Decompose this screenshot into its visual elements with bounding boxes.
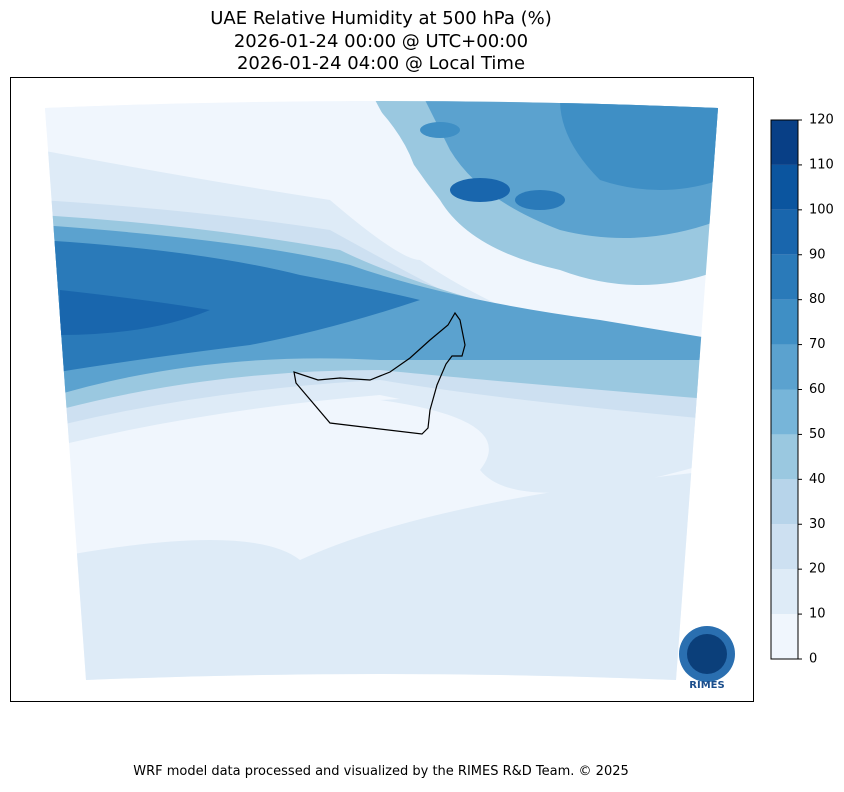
colorbar-tick-label: 60 [809, 382, 826, 397]
colorbar-band [771, 524, 798, 570]
colorbar-band [771, 120, 798, 165]
colorbar-band [771, 389, 798, 435]
colorbar-band [771, 344, 798, 390]
colorbar-band [771, 299, 798, 345]
humidity-field [45, 101, 718, 680]
colorbar-tick-label: 70 [809, 337, 826, 352]
colorbar-tick-label: 100 [809, 202, 834, 217]
colorbar-tick-label: 0 [809, 652, 817, 667]
uae-border [293, 311, 466, 435]
colorbar-tick-label: 40 [809, 472, 826, 487]
footer: WRF model data processed and visualized … [133, 764, 629, 779]
colorbar: 0 10 20 30 40 50 60 70 80 90 100 110 120 [770, 113, 834, 667]
logo: RIMES [679, 626, 735, 691]
colorbar-tick-label: 90 [809, 247, 826, 262]
colorbar-tick-label: 20 [809, 562, 826, 577]
colorbar-band [771, 614, 798, 659]
colorbar-tick-label: 50 [809, 427, 826, 442]
colorbar-tick-label: 80 [809, 292, 826, 307]
colorbar-tick-label: 30 [809, 517, 826, 532]
colorbar-band [771, 434, 798, 480]
map-frame [10, 77, 754, 702]
title-line: 2026-01-24 00:00 @ UTC+00:00 [234, 31, 528, 52]
title-line: UAE Relative Humidity at 500 hPa (%) [210, 8, 551, 29]
colorbar-tick-label: 110 [809, 157, 834, 172]
logo-text: RIMES [689, 680, 724, 691]
colorbar-band [771, 254, 798, 300]
title-line: 2026-01-24 04:00 @ Local Time [237, 53, 525, 74]
colorbar-band [771, 569, 798, 615]
colorbar-tick-label: 120 [809, 113, 834, 128]
colorbar-band [771, 164, 798, 210]
colorbar-tick-label: 10 [809, 607, 826, 622]
colorbar-band [771, 479, 798, 525]
colorbar-band [771, 209, 798, 255]
